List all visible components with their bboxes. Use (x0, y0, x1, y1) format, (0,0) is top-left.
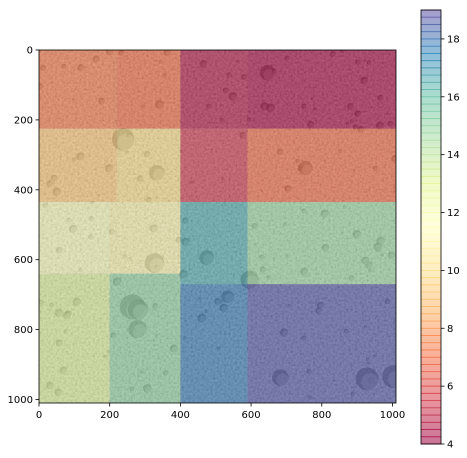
x-tick-label: 0 (36, 410, 42, 421)
x-tick-label: 600 (242, 410, 261, 421)
colorbar-tick-label: 14 (447, 150, 460, 161)
colorbar-contour-lines (421, 9, 441, 445)
heatmap-cell (247, 202, 396, 285)
y-axis: 0 200 400 600 800 1000 (8, 46, 39, 406)
colorbar: 4 6 8 10 12 14 16 18 (420, 9, 460, 451)
colorbar-tick-label: 4 (447, 440, 453, 451)
colorbar-tick-label: 12 (447, 208, 460, 219)
colorbar-tick-label: 8 (447, 324, 453, 335)
y-tick-label: 0 (27, 46, 33, 57)
y-tick-label: 200 (14, 115, 33, 126)
heatmap-cell (116, 50, 181, 129)
heatmap-cell (247, 50, 396, 129)
heatmap-cell (180, 128, 248, 203)
colorbar-frame (420, 9, 442, 445)
heatmap-cell (180, 284, 248, 403)
axes-frame (38, 49, 397, 404)
y-tick-label: 1000 (8, 395, 33, 406)
colorbar-ticks: 4 6 8 10 12 14 16 18 (441, 34, 460, 451)
heatmap-cell (247, 284, 396, 403)
heatmap-cell (116, 128, 181, 203)
heatmap-cell (39, 50, 117, 129)
colorbar-tick-label: 18 (447, 34, 460, 45)
x-tick-label: 200 (100, 410, 119, 421)
x-tick-label: 800 (312, 410, 331, 421)
colorbar-tick-label: 16 (447, 92, 460, 103)
heatmap-cell (109, 202, 181, 274)
y-tick-label: 800 (14, 325, 33, 336)
heatmap-cell (39, 128, 117, 203)
y-tick-label: 600 (14, 255, 33, 266)
heatmap-cells (39, 50, 396, 403)
x-tick-label: 1000 (380, 410, 405, 421)
heatmap-cell (39, 273, 110, 403)
heatmap-cell (247, 128, 396, 203)
heatmap-cell (180, 202, 248, 285)
plot-area (39, 50, 396, 403)
heatmap-cell (109, 273, 181, 403)
heatmap-cell (39, 202, 110, 274)
x-axis: 0 200 400 600 800 1000 (36, 403, 405, 421)
y-tick-label: 400 (14, 185, 33, 196)
x-tick-label: 400 (171, 410, 190, 421)
colorbar-tick-label: 6 (447, 382, 453, 393)
heatmap-cell (180, 50, 248, 129)
colorbar-tick-label: 10 (447, 266, 460, 277)
